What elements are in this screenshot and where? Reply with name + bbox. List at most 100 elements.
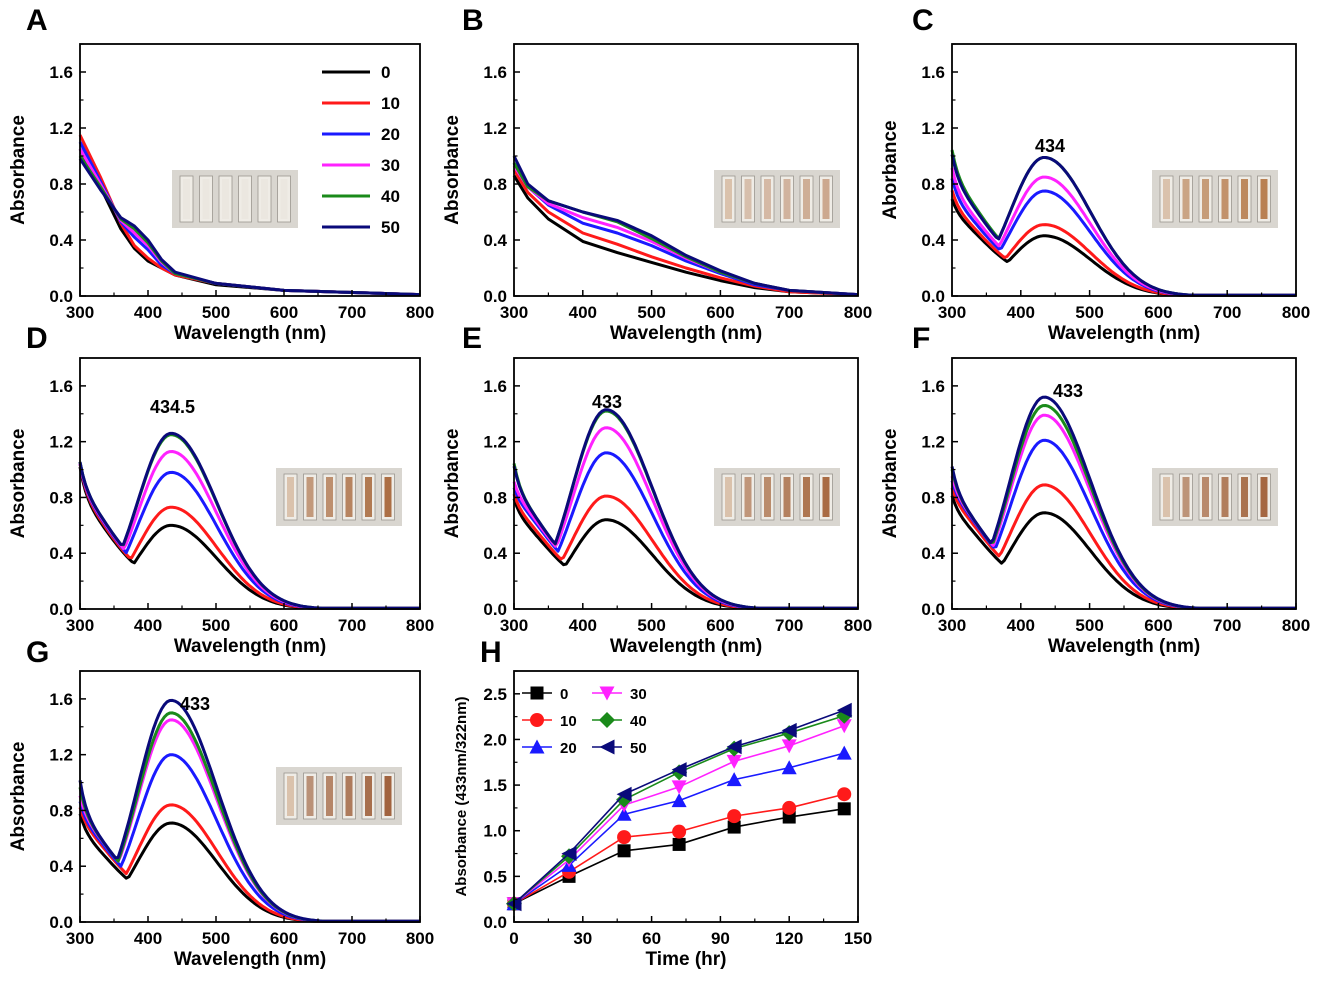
cuvette-liquid xyxy=(725,179,732,219)
cuvette-liquid xyxy=(241,179,249,219)
legend-label-20: 20 xyxy=(560,740,577,757)
y-tick-label: 1.2 xyxy=(49,746,73,765)
y-tick-label: 0.4 xyxy=(921,231,945,250)
panel-label: F xyxy=(912,322,930,355)
data-point-50-24 xyxy=(561,846,577,862)
cuvette-photo xyxy=(714,170,840,228)
x-tick-label: 600 xyxy=(1144,616,1172,635)
cuvette-liquid xyxy=(222,179,229,219)
panel-label: A xyxy=(26,4,48,37)
data-point-50-48 xyxy=(616,786,632,802)
y-tick-label: 1.5 xyxy=(483,776,507,795)
y-tick-label: 0.4 xyxy=(49,231,73,250)
peak-annotation: 434 xyxy=(1035,136,1065,156)
x-tick-label: 800 xyxy=(844,616,872,635)
data-point-30-72 xyxy=(671,780,687,795)
data-point-20-120 xyxy=(781,760,797,775)
y-tick-label: 0.0 xyxy=(483,600,507,619)
panel-label: B xyxy=(462,4,484,37)
x-tick-label: 500 xyxy=(202,303,230,322)
peak-annotation: 433 xyxy=(592,392,622,412)
panel-label: H xyxy=(480,636,502,669)
x-axis-label: Wavelength (nm) xyxy=(174,323,326,344)
panel-label: C xyxy=(912,4,934,37)
y-tick-label: 0.0 xyxy=(921,600,945,619)
y-axis-label: Absorbance xyxy=(8,115,29,225)
y-tick-label: 0.4 xyxy=(921,544,945,563)
y-axis-label: Absorbance xyxy=(8,429,29,539)
panel-label: G xyxy=(26,636,49,669)
y-axis-label: Absorbance xyxy=(442,115,463,225)
cuvette-photo xyxy=(1152,468,1278,526)
data-point-10-144 xyxy=(837,787,852,802)
x-tick-label: 400 xyxy=(1007,616,1035,635)
x-tick-label: 300 xyxy=(938,303,966,322)
cuvette-liquid xyxy=(764,477,771,517)
cuvette-liquid xyxy=(803,179,810,219)
y-tick-label: 1.2 xyxy=(483,433,507,452)
x-tick-label: 400 xyxy=(569,616,597,635)
data-point-0-72 xyxy=(672,837,686,851)
legend-marker-0 xyxy=(530,686,544,700)
legend-label-30: 30 xyxy=(381,156,400,175)
x-tick-label: 800 xyxy=(844,303,872,322)
panel-label: D xyxy=(26,322,48,355)
peak-annotation: 433 xyxy=(1053,381,1083,401)
y-tick-label: 1.6 xyxy=(483,63,507,82)
y-tick-label: 0.8 xyxy=(921,175,945,194)
y-tick-label: 0.8 xyxy=(921,488,945,507)
cuvette-liquid xyxy=(822,477,830,517)
cuvette-liquid xyxy=(384,477,392,517)
x-tick-label: 800 xyxy=(1282,303,1310,322)
data-point-50-144 xyxy=(836,702,852,718)
y-axis-label: Absorbance xyxy=(880,429,901,539)
x-tick-label: 300 xyxy=(500,616,528,635)
data-point-30-96 xyxy=(726,754,742,769)
legend-label-50: 50 xyxy=(630,740,647,757)
x-axis-label: Wavelength (nm) xyxy=(610,636,762,657)
x-tick-label: 700 xyxy=(1213,303,1241,322)
data-point-50-120 xyxy=(781,722,797,738)
panel-h: H 0 30 60 90 120 150 0.0 0.5 1.0 1.5 2.0 2.5 Time (hr… xyxy=(453,636,872,970)
y-tick-label: 1.2 xyxy=(921,119,945,138)
cuvette-photo xyxy=(1152,170,1278,228)
cuvette-liquid xyxy=(783,477,791,517)
panel-e: E 300 400 500 600 700 800 0.0 0.4 0.8 1.2 1.6 Wavele… xyxy=(442,322,872,657)
legend-label-40: 40 xyxy=(630,713,647,730)
cuvette-liquid xyxy=(345,776,353,816)
data-point-0-96 xyxy=(727,820,741,834)
x-tick-label: 0 xyxy=(509,929,518,948)
cuvette-liquid xyxy=(1202,477,1209,517)
x-tick-label: 800 xyxy=(1282,616,1310,635)
data-point-0-48 xyxy=(617,844,631,858)
x-tick-label: 300 xyxy=(66,616,94,635)
y-tick-label: 2.5 xyxy=(483,685,507,704)
y-tick-label: 1.0 xyxy=(483,822,507,841)
y-tick-label: 1.6 xyxy=(483,377,507,396)
y-tick-label: 0.8 xyxy=(483,175,507,194)
x-tick-label: 700 xyxy=(338,616,366,635)
y-tick-label: 0.8 xyxy=(49,801,73,820)
x-axis-label: Wavelength (nm) xyxy=(1048,323,1200,344)
y-tick-label: 1.6 xyxy=(49,377,73,396)
x-tick-label: 800 xyxy=(406,303,434,322)
y-tick-label: 0.0 xyxy=(49,600,73,619)
cuvette-liquid xyxy=(744,477,752,517)
x-tick-label: 300 xyxy=(66,929,94,948)
x-tick-label: 700 xyxy=(338,303,366,322)
y-tick-label: 0.8 xyxy=(49,488,73,507)
legend-label-50: 50 xyxy=(381,218,400,237)
y-tick-label: 1.2 xyxy=(483,119,507,138)
y-tick-label: 1.2 xyxy=(921,433,945,452)
legend-label-30: 30 xyxy=(630,686,647,703)
y-tick-label: 1.6 xyxy=(49,63,73,82)
cuvette-liquid xyxy=(1241,179,1248,219)
x-tick-label: 500 xyxy=(1075,303,1103,322)
y-axis-label: Absorbance xyxy=(8,742,29,852)
y-tick-label: 0.0 xyxy=(483,913,507,932)
y-tick-label: 1.2 xyxy=(49,119,73,138)
x-tick-label: 600 xyxy=(1144,303,1172,322)
y-tick-label: 1.6 xyxy=(49,690,73,709)
